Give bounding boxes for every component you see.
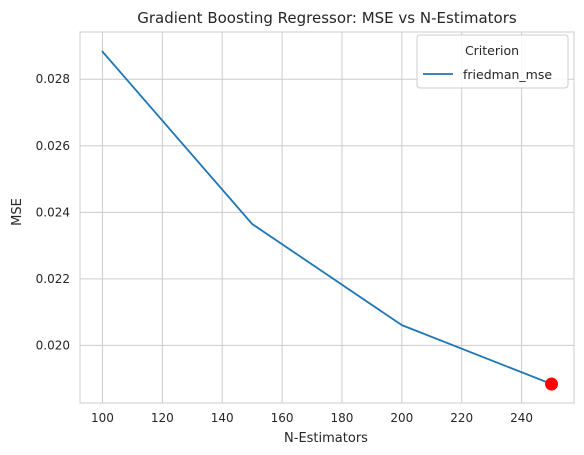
y-tick-label: 0.020 — [36, 338, 70, 352]
legend-box — [416, 34, 569, 89]
x-axis-label: N-Estimators — [284, 431, 368, 446]
y-tick-label: 0.022 — [36, 272, 70, 286]
x-tick-label: 140 — [211, 411, 234, 425]
x-tick-label: 160 — [271, 411, 294, 425]
x-tick-label: 100 — [91, 411, 114, 425]
y-tick-label: 0.026 — [36, 139, 70, 153]
legend-title: Criterion — [465, 43, 519, 58]
x-tick-labels: 100 120 140 160 180 200 220 240 — [91, 411, 533, 425]
x-tick-label: 120 — [151, 411, 174, 425]
legend-label-friedman-mse: friedman_mse — [463, 67, 552, 82]
legend: Criterion friedman_mse — [416, 34, 569, 89]
x-tick-label: 240 — [510, 411, 533, 425]
series-layer — [101, 50, 559, 391]
plot-frame — [79, 31, 575, 404]
min-mse-marker — [545, 377, 559, 391]
y-tick-labels: 0.020 0.022 0.024 0.026 0.028 — [36, 72, 70, 352]
y-tick-label: 0.028 — [36, 72, 70, 86]
y-tick-label: 0.024 — [36, 205, 70, 219]
x-tick-label: 220 — [450, 411, 473, 425]
y-axis-label: MSE — [10, 198, 25, 226]
series-line-friedman-mse — [101, 50, 553, 385]
chart-title: Gradient Boosting Regressor: MSE vs N-Es… — [137, 9, 517, 27]
x-tick-label: 180 — [331, 411, 354, 425]
x-tick-label: 200 — [390, 411, 413, 425]
